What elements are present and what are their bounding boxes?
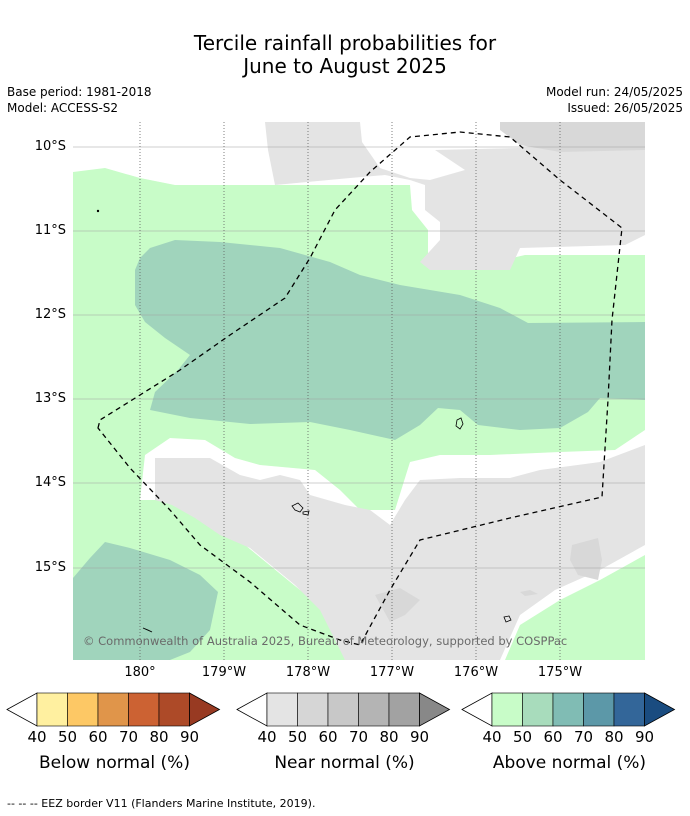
colorbars bbox=[6, 692, 676, 727]
colorbar-tick-label: 80 bbox=[149, 728, 169, 746]
colorbar-tick-label: 70 bbox=[573, 728, 594, 746]
above-normal-50-band bbox=[135, 240, 645, 440]
eez-legend: -- -- -- EEZ border V11 (Flanders Marine… bbox=[7, 797, 316, 810]
lon-label-179w: 179°W bbox=[201, 665, 247, 680]
near-normal-50-patch-south bbox=[375, 588, 420, 622]
lon-label-177w: 177°W bbox=[369, 665, 415, 680]
rainfall-map: © Commonwealth of Australia 2025, Bureau… bbox=[73, 122, 645, 660]
colorbar-segment bbox=[97, 692, 129, 727]
lat-label-10s: 10°S bbox=[34, 139, 66, 154]
island-west bbox=[142, 627, 153, 633]
colorbar-segment bbox=[491, 692, 523, 727]
map-plot-area: © Commonwealth of Australia 2025, Bureau… bbox=[73, 122, 645, 660]
near-normal-40-north bbox=[265, 122, 645, 270]
colorbar-segment bbox=[297, 692, 329, 727]
island-north bbox=[96, 209, 100, 213]
lat-label-11s: 11°S bbox=[34, 223, 66, 238]
colorbar-tick-label: 80 bbox=[379, 728, 399, 746]
colorbar-arrow-low bbox=[6, 692, 38, 727]
island-wallis bbox=[455, 417, 464, 430]
colorbar-segment bbox=[266, 692, 298, 727]
colorbar-tick-label: 50 bbox=[287, 728, 308, 746]
colorbar-arrow-low bbox=[461, 692, 493, 727]
above-normal-40-southeast bbox=[505, 555, 645, 660]
lat-label-12s: 12°S bbox=[34, 307, 66, 322]
colorbar-tick-label: 60 bbox=[88, 728, 108, 746]
colorbar-arrow-high bbox=[419, 692, 451, 727]
colorbar-tick-label: 60 bbox=[318, 728, 338, 746]
island-futuna bbox=[291, 502, 304, 513]
title-line-2: June to August 2025 bbox=[243, 54, 447, 78]
colorbar-tick-label: 40 bbox=[27, 728, 47, 746]
colorbar-segment bbox=[388, 692, 420, 727]
colorbar-arrow-low bbox=[236, 692, 268, 727]
lon-label-176w: 176°W bbox=[453, 665, 499, 680]
colorbar-tick-label: 40 bbox=[257, 728, 277, 746]
near-normal-50-patch-small bbox=[520, 590, 538, 596]
colorbar-tick-label: 50 bbox=[57, 728, 78, 746]
base-period: Base period: 1981-2018 bbox=[7, 85, 152, 99]
colorbar-tick-label: 70 bbox=[348, 728, 369, 746]
colorbar-arrow-high bbox=[189, 692, 221, 727]
lat-label-14s: 14°S bbox=[34, 475, 66, 490]
colorbar-arrow-high bbox=[644, 692, 676, 727]
colorbar-below-normal bbox=[6, 692, 221, 727]
near-normal-50-patch-east bbox=[570, 538, 602, 580]
colorbar-above-normal bbox=[461, 692, 676, 727]
colorbar-segment bbox=[36, 692, 68, 727]
colorbar-segment bbox=[552, 692, 584, 727]
title-line-1: Tercile rainfall probabilities for bbox=[193, 31, 497, 55]
model-name: Model: ACCESS-S2 bbox=[7, 101, 119, 115]
above-normal-50-southwest bbox=[73, 542, 218, 660]
lat-label-15s: 15°S bbox=[34, 560, 66, 575]
island-south bbox=[503, 615, 512, 623]
colorbar-segment bbox=[67, 692, 99, 727]
colorbar-tick-label: 70 bbox=[118, 728, 139, 746]
issued-date: Issued: 26/05/2025 bbox=[567, 101, 683, 115]
colorbar-segment bbox=[613, 692, 645, 727]
colorbar-segment bbox=[128, 692, 160, 727]
colorbar-tick-label: 50 bbox=[512, 728, 533, 746]
colorbar-segment bbox=[522, 692, 554, 727]
colorbar-tick-label: 60 bbox=[543, 728, 563, 746]
lon-label-178w: 178°W bbox=[285, 665, 331, 680]
colorbar-segment bbox=[583, 692, 615, 727]
colorbar-tick-label: 80 bbox=[604, 728, 624, 746]
lon-label-180: 180° bbox=[124, 665, 156, 680]
colorbar-title-near: Near normal (%) bbox=[274, 753, 415, 773]
near-normal-50-patch-north bbox=[500, 122, 645, 152]
colorbar-segment bbox=[327, 692, 359, 727]
lon-label-175w: 175°W bbox=[537, 665, 583, 680]
colorbar-title-above: Above normal (%) bbox=[492, 753, 647, 773]
near-normal-40-south bbox=[155, 445, 645, 660]
colorbar-near-normal bbox=[236, 692, 451, 727]
islands bbox=[96, 209, 512, 633]
lat-label-13s: 13°S bbox=[34, 391, 66, 406]
model-run: Model run: 24/05/2025 bbox=[545, 85, 683, 99]
eez-border bbox=[97, 131, 623, 646]
island-alofi bbox=[302, 510, 310, 516]
latitude-gridlines bbox=[73, 146, 645, 569]
colorbar-tick-label: 90 bbox=[409, 728, 430, 746]
colorbar-segment bbox=[158, 692, 190, 727]
colorbar-segment bbox=[358, 692, 390, 727]
colorbar-tick-label: 90 bbox=[634, 728, 655, 746]
map-copyright: © Commonwealth of Australia 2025, Bureau… bbox=[83, 634, 567, 648]
colorbar-title-below: Below normal (%) bbox=[39, 753, 190, 773]
colorbar-tick-label: 40 bbox=[482, 728, 502, 746]
colorbar-tick-label: 90 bbox=[179, 728, 200, 746]
